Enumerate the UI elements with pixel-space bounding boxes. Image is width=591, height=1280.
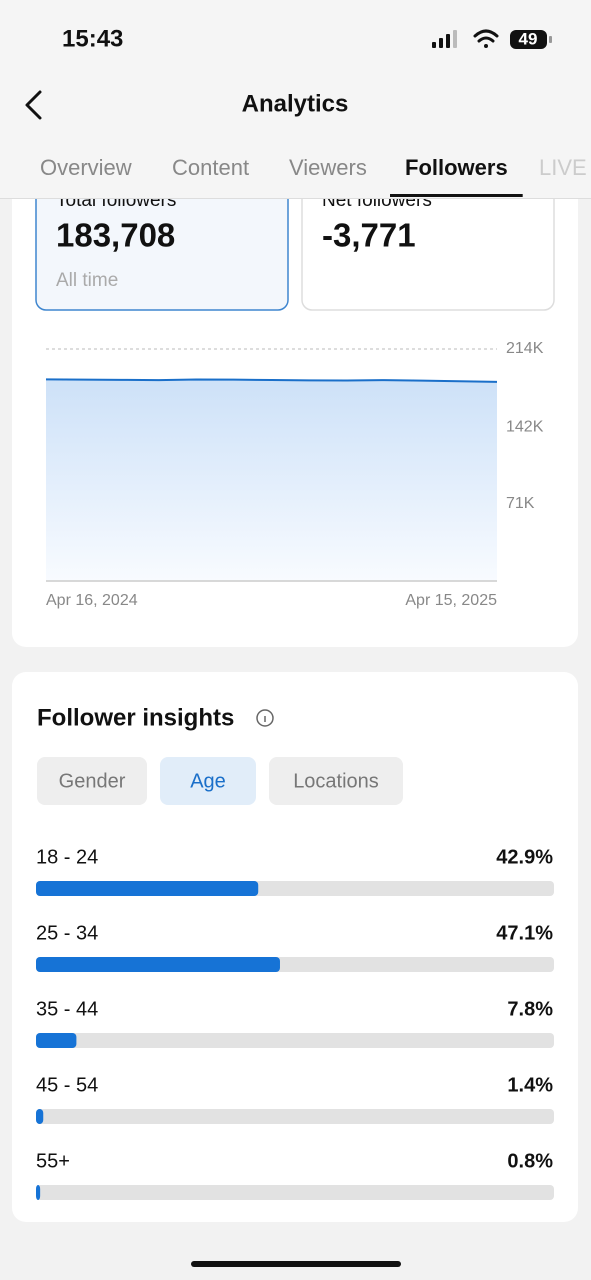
bar-track bbox=[36, 1033, 554, 1048]
row-value: 1.4% bbox=[507, 1074, 553, 1096]
row-value: 7.8% bbox=[507, 998, 553, 1020]
back-button[interactable] bbox=[25, 90, 42, 120]
status-time: 15:43 bbox=[62, 25, 123, 52]
bar bbox=[36, 957, 280, 972]
stat-value: 183,708 bbox=[56, 217, 175, 254]
filter-label: Locations bbox=[293, 770, 379, 792]
row-label: 25 - 34 bbox=[36, 922, 98, 944]
row-label: 55+ bbox=[36, 1150, 70, 1172]
scroll-area: Total followers 183,708 All time Net follow… bbox=[12, 170, 578, 1222]
filter-button[interactable] bbox=[37, 757, 147, 805]
bar bbox=[36, 1033, 77, 1048]
stat-label: Total followers bbox=[56, 190, 176, 211]
bar bbox=[36, 1109, 44, 1124]
battery-icon bbox=[510, 30, 547, 49]
row-label: 45 - 54 bbox=[36, 1074, 98, 1096]
row-value: 47.1% bbox=[496, 922, 553, 944]
bar-track bbox=[36, 1185, 554, 1200]
tab-underline bbox=[390, 194, 523, 197]
tab[interactable]: Overview bbox=[40, 155, 132, 180]
battery-cap bbox=[549, 36, 552, 43]
info-icon[interactable] bbox=[256, 709, 274, 727]
bar bbox=[36, 881, 259, 896]
x-tick-label: Apr 16, 2024 bbox=[46, 592, 138, 609]
battery-level: 49 bbox=[519, 29, 538, 48]
y-tick-label: 142K bbox=[506, 418, 544, 435]
tab[interactable]: LIVE bbox=[539, 155, 587, 180]
page-title: Analytics bbox=[242, 90, 349, 117]
y-tick-label: 71K bbox=[506, 495, 535, 512]
filter-button[interactable] bbox=[160, 757, 256, 805]
area-line bbox=[45, 378, 498, 383]
tab[interactable]: Viewers bbox=[289, 155, 367, 180]
stat-card[interactable] bbox=[301, 170, 555, 311]
filter-button[interactable] bbox=[269, 757, 403, 805]
bar bbox=[36, 1185, 41, 1200]
bar-track bbox=[36, 1109, 554, 1124]
tab-bar: Overview Content Viewers Followers LIVE bbox=[40, 155, 587, 197]
y-tick-label: 214K bbox=[506, 340, 544, 357]
filter-label: Gender bbox=[59, 770, 126, 792]
tab[interactable]: Content bbox=[172, 155, 249, 180]
stat-card[interactable] bbox=[35, 170, 289, 311]
insights-card bbox=[12, 672, 578, 1222]
signal-icon bbox=[432, 30, 457, 48]
row-value: 0.8% bbox=[507, 1150, 553, 1172]
insights-title: Follower insights bbox=[37, 704, 234, 731]
stat-value: -3,771 bbox=[322, 217, 416, 254]
filter-label: Age bbox=[190, 770, 226, 792]
row-label: 18 - 24 bbox=[36, 846, 98, 868]
row-value: 42.9% bbox=[496, 846, 553, 868]
home-indicator bbox=[191, 1261, 401, 1267]
x-tick-label: Apr 15, 2025 bbox=[405, 592, 497, 609]
area-fill bbox=[46, 379, 497, 581]
tab[interactable]: Followers bbox=[405, 155, 508, 180]
row-label: 35 - 44 bbox=[36, 998, 98, 1020]
wifi-icon bbox=[473, 29, 499, 48]
stat-note: All time bbox=[56, 270, 118, 291]
stat-label: Net followers bbox=[322, 190, 432, 211]
